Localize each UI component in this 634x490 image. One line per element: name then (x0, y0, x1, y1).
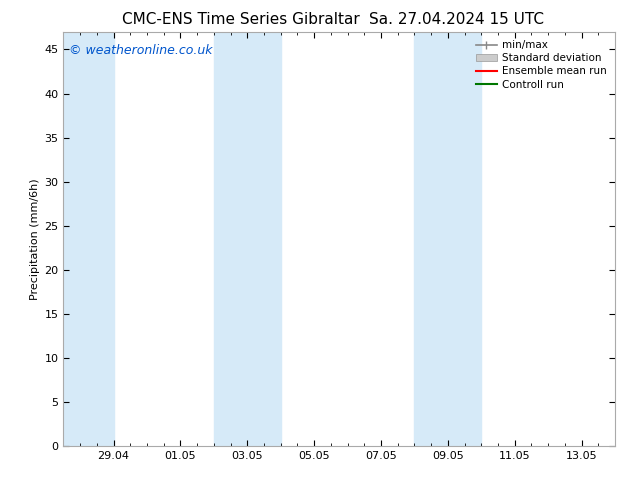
Text: © weatheronline.co.uk: © weatheronline.co.uk (69, 44, 212, 57)
Legend: min/max, Standard deviation, Ensemble mean run, Controll run: min/max, Standard deviation, Ensemble me… (473, 37, 610, 93)
Bar (415, 32, 481, 446)
Y-axis label: Precipitation (mm/6h): Precipitation (mm/6h) (30, 178, 40, 300)
Bar (63, 32, 113, 446)
Bar (214, 32, 281, 446)
Text: Sa. 27.04.2024 15 UTC: Sa. 27.04.2024 15 UTC (369, 12, 544, 27)
Text: CMC-ENS Time Series Gibraltar: CMC-ENS Time Series Gibraltar (122, 12, 360, 27)
